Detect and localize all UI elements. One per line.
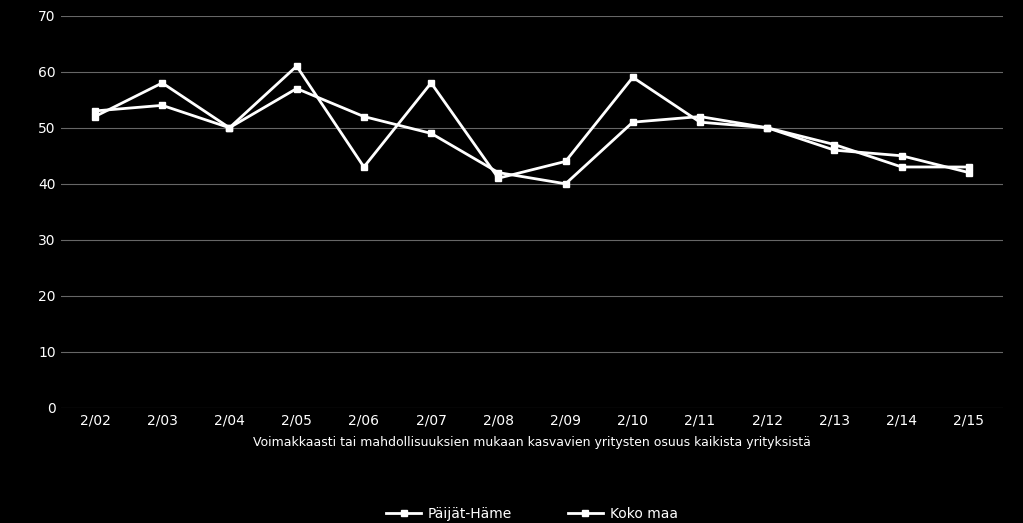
Legend: Päijät-Häme, Koko maa: Päijät-Häme, Koko maa [381, 502, 683, 523]
Koko maa [291, 85, 303, 92]
Koko maa [829, 147, 841, 153]
Koko maa [627, 119, 639, 126]
Koko maa [492, 169, 504, 176]
Päijät-Häme [895, 164, 907, 170]
Päijät-Häme [223, 124, 235, 131]
Päijät-Häme [694, 119, 706, 126]
Päijät-Häme [291, 63, 303, 69]
X-axis label: Voimakkaasti tai mahdollisuuksien mukaan kasvavien yritysten osuus kaikista yrit: Voimakkaasti tai mahdollisuuksien mukaan… [253, 436, 811, 449]
Line: Koko maa: Koko maa [91, 85, 973, 187]
Päijät-Häme [829, 141, 841, 147]
Päijät-Häme [358, 164, 370, 170]
Koko maa [157, 102, 169, 108]
Päijät-Häme [492, 175, 504, 181]
Päijät-Häme [963, 164, 975, 170]
Line: Päijät-Häme: Päijät-Häme [91, 63, 973, 181]
Päijät-Häme [761, 124, 773, 131]
Päijät-Häme [425, 80, 437, 86]
Koko maa [895, 153, 907, 159]
Päijät-Häme [157, 80, 169, 86]
Koko maa [560, 180, 572, 187]
Päijät-Häme [627, 74, 639, 81]
Koko maa [761, 124, 773, 131]
Koko maa [963, 169, 975, 176]
Koko maa [89, 108, 101, 114]
Koko maa [425, 130, 437, 137]
Koko maa [223, 124, 235, 131]
Päijät-Häme [560, 158, 572, 165]
Päijät-Häme [89, 113, 101, 120]
Koko maa [358, 113, 370, 120]
Koko maa [694, 113, 706, 120]
